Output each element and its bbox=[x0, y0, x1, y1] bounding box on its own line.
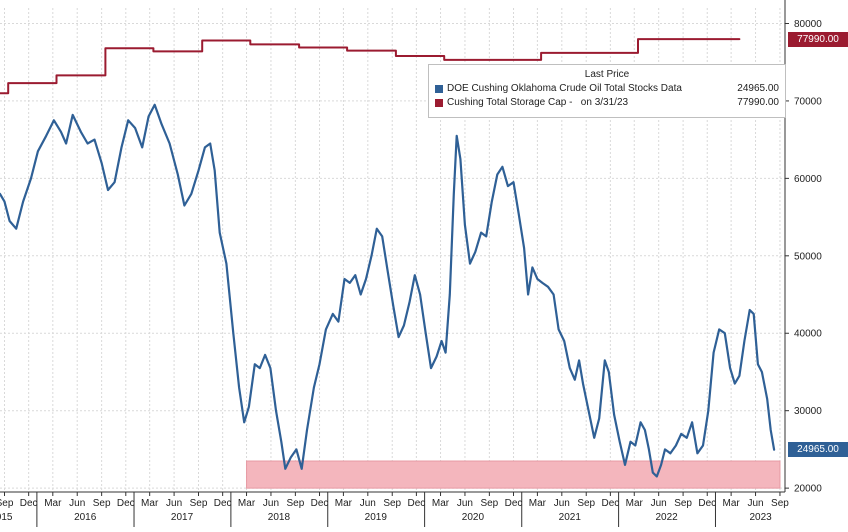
x-tick-label-11: Jun bbox=[263, 498, 279, 509]
x-tick-label-5: Dec bbox=[117, 498, 135, 509]
legend: Last Price DOE Cushing Oklahoma Crude Oi… bbox=[428, 64, 786, 118]
x-tick-label-2: Mar bbox=[44, 498, 62, 509]
year-label-8: 2023 bbox=[749, 512, 772, 523]
series-line-capacity bbox=[0, 38, 741, 95]
x-tick-label-8: Sep bbox=[190, 498, 208, 509]
y-tick-label-2: 40000 bbox=[794, 329, 822, 340]
series-layer bbox=[0, 38, 776, 478]
x-tick-label-14: Mar bbox=[335, 498, 353, 509]
legend-label-stocks: DOE Cushing Oklahoma Crude Oil Total Sto… bbox=[447, 83, 682, 94]
shaded-band bbox=[246, 460, 781, 489]
x-tick-label-24: Sep bbox=[577, 498, 595, 509]
legend-label-capacity-name: Cushing Total Storage Cap bbox=[447, 97, 567, 108]
band-layer bbox=[246, 460, 781, 489]
x-tick-label-26: Mar bbox=[626, 498, 644, 509]
x-tick-label-29: Dec bbox=[698, 498, 716, 509]
x-tick-label-9: Dec bbox=[214, 498, 232, 509]
year-label-0: 2015 bbox=[0, 512, 13, 523]
legend-label-capacity-suffix: on 3/31/23 bbox=[580, 97, 629, 108]
year-label-7: 2022 bbox=[656, 512, 679, 523]
x-tick-label-31: Jun bbox=[747, 498, 763, 509]
legend-value-stocks: 24965.00 bbox=[737, 83, 779, 94]
series-line-stocks bbox=[0, 103, 776, 478]
x-tick-label-27: Jun bbox=[651, 498, 667, 509]
x-tick-label-12: Sep bbox=[286, 498, 304, 509]
x-tick-label-15: Jun bbox=[360, 498, 376, 509]
legend-swatch-capacity bbox=[435, 99, 443, 107]
x-tick-label-13: Dec bbox=[311, 498, 329, 509]
y-tick-label-5: 70000 bbox=[794, 96, 822, 107]
legend-label-capacity: Cushing Total Storage Cap - on 3/31/23 bbox=[447, 97, 629, 108]
y-tick-label-6: 80000 bbox=[794, 19, 822, 30]
x-tick-label-6: Mar bbox=[141, 498, 159, 509]
x-tick-label-25: Dec bbox=[601, 498, 619, 509]
y-tick-label-1: 30000 bbox=[794, 406, 822, 417]
legend-entry-capacity: Cushing Total Storage Cap - on 3/31/23 7… bbox=[435, 97, 779, 111]
year-label-5: 2020 bbox=[462, 512, 485, 523]
x-tick-label-16: Sep bbox=[383, 498, 401, 509]
x-tick-label-19: Jun bbox=[457, 498, 473, 509]
last-value-badge-capacity: 77990.00 bbox=[788, 31, 848, 47]
x-tick-label-30: Mar bbox=[723, 498, 741, 509]
year-label-4: 2019 bbox=[365, 512, 388, 523]
x-tick-label-23: Jun bbox=[554, 498, 570, 509]
last-value-badge-stocks: 24965.00 bbox=[788, 442, 848, 458]
y-tick-label-4: 60000 bbox=[794, 174, 822, 185]
year-label-1: 2016 bbox=[74, 512, 97, 523]
x-tick-label-20: Sep bbox=[480, 498, 498, 509]
year-label-2: 2017 bbox=[171, 512, 194, 523]
y-tick-label-3: 50000 bbox=[794, 251, 822, 262]
x-tick-label-21: Dec bbox=[505, 498, 523, 509]
axis-layer: 20000 30000 40000 50000 60000 70000 80000 Sep De… bbox=[0, 0, 822, 527]
legend-title: Last Price bbox=[584, 69, 630, 80]
legend-value-capacity: 77990.00 bbox=[737, 97, 779, 108]
x-tick-label-32: Sep bbox=[771, 498, 789, 509]
legend-swatch-stocks bbox=[435, 85, 443, 93]
y-tick-label-0: 20000 bbox=[794, 484, 822, 495]
x-tick-label-3: Jun bbox=[69, 498, 85, 509]
x-tick-label-17: Dec bbox=[407, 498, 425, 509]
x-tick-label-1: Dec bbox=[20, 498, 38, 509]
x-tick-label-22: Mar bbox=[529, 498, 547, 509]
x-tick-label-10: Mar bbox=[238, 498, 256, 509]
x-tick-label-0: Sep bbox=[0, 498, 14, 509]
legend-entry-stocks: DOE Cushing Oklahoma Crude Oil Total Sto… bbox=[435, 83, 779, 97]
x-tick-label-28: Sep bbox=[674, 498, 692, 509]
x-tick-label-7: Jun bbox=[166, 498, 182, 509]
x-tick-label-4: Sep bbox=[93, 498, 111, 509]
x-tick-label-18: Mar bbox=[432, 498, 450, 509]
year-label-3: 2018 bbox=[268, 512, 291, 523]
year-label-6: 2021 bbox=[559, 512, 582, 523]
